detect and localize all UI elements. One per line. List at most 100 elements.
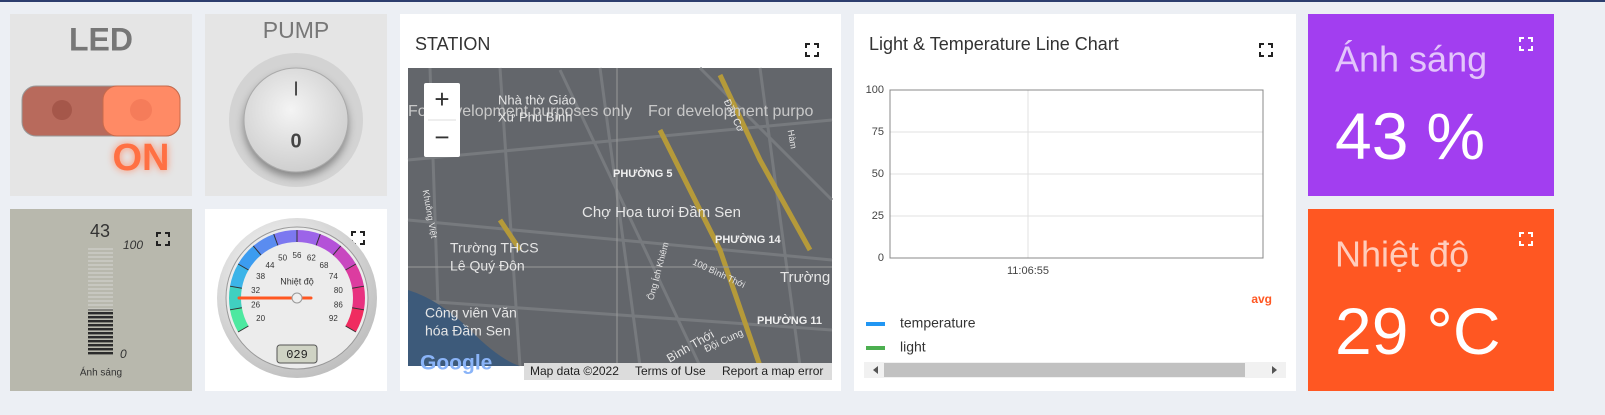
gauge-tick-label: 86 xyxy=(334,300,343,309)
gauge-tick xyxy=(345,325,357,333)
gauge-lcd-value: 029 xyxy=(286,348,308,362)
aggregation-label: avg xyxy=(1251,292,1272,306)
map-title: STATION xyxy=(415,34,490,54)
led-title: LED xyxy=(69,21,133,57)
gauge-tick-label: 80 xyxy=(334,286,343,295)
gauge-band xyxy=(345,307,364,332)
top-bar xyxy=(0,0,1605,2)
map-roads xyxy=(407,66,834,367)
map-footer xyxy=(524,363,832,380)
gauge-tick-label: 56 xyxy=(293,251,302,260)
gauge-band xyxy=(296,230,321,246)
y-tick-label: 25 xyxy=(872,210,884,222)
toggle-dot xyxy=(52,100,72,120)
gauge-tick-label: 68 xyxy=(320,261,329,270)
gauge-band xyxy=(273,230,298,246)
light-max: 100 xyxy=(123,238,143,252)
map-logo: Google xyxy=(420,352,492,375)
map-place: PHƯỜNG 11 xyxy=(757,314,822,327)
map-place: PHƯỜNG 5 xyxy=(613,167,672,180)
gauge-band xyxy=(345,264,364,289)
gauge-band xyxy=(229,286,242,310)
knob-off-label: 0 xyxy=(290,130,301,152)
legend-label[interactable]: light xyxy=(900,339,926,355)
map-lake xyxy=(408,290,520,366)
card-number: 29 xyxy=(1335,294,1408,368)
map-place: Hàm xyxy=(786,129,799,149)
gauge-tick xyxy=(315,233,321,246)
light-label: Ánh sáng xyxy=(80,366,122,379)
gauge-tick-label: 74 xyxy=(329,272,338,281)
map-place: Trường THCS xyxy=(450,240,539,256)
zoom-in[interactable]: + xyxy=(434,84,449,114)
gauge-tick-label: 50 xyxy=(278,254,287,263)
gauge-tick xyxy=(252,245,262,256)
scroll-thumb[interactable] xyxy=(884,363,1245,377)
card-title: Ánh sáng xyxy=(1335,39,1487,80)
gauge-tick xyxy=(229,307,242,311)
light-min: 0 xyxy=(120,347,127,361)
gauge-tick-label: 44 xyxy=(266,261,275,270)
value-card xyxy=(1308,209,1554,391)
card-unit: °C xyxy=(1426,294,1500,368)
x-tick-label: 11:06:55 xyxy=(1007,265,1049,277)
map-place: Lê Quý Đôn xyxy=(450,258,525,274)
map-place: Trường xyxy=(780,269,830,286)
gauge-tick xyxy=(273,233,279,246)
card-number: 43 xyxy=(1335,99,1408,173)
gauge-band xyxy=(230,307,249,332)
gauge-tick-label: 26 xyxy=(251,300,260,309)
y-tick-label: 50 xyxy=(872,168,884,180)
light-value: 43 xyxy=(90,221,110,241)
pump-title: PUMP xyxy=(263,17,329,43)
map-place: hóa Đầm Sen xyxy=(425,323,511,339)
map-place: Nhà thờ Giáo xyxy=(498,92,576,107)
card-value: 43% xyxy=(1335,99,1485,173)
card-title: Nhiệt độ xyxy=(1335,234,1469,275)
card-unit: % xyxy=(1426,99,1485,173)
needle-hub xyxy=(291,292,303,304)
gauge-tick-label: 38 xyxy=(256,272,265,281)
map-footer-link: Map data ©2022 xyxy=(530,364,619,378)
card-value: 29 °C xyxy=(1335,294,1500,368)
map-place: Xứ Phú Bình xyxy=(498,109,572,124)
knob[interactable] xyxy=(243,67,349,173)
gauge-tick xyxy=(237,325,249,333)
y-tick-label: 0 xyxy=(878,252,884,264)
gauge-tick-label: 92 xyxy=(329,314,338,323)
gauge-label: Nhiệt độ xyxy=(280,276,314,286)
gauge-tick-label: 20 xyxy=(256,314,265,323)
map-place: Chợ Hoa tươi Đầm Sen xyxy=(582,204,741,221)
gauge-tick xyxy=(352,285,365,289)
map-place: PHƯỜNG 14 xyxy=(715,233,781,246)
value-card xyxy=(1308,14,1554,196)
gauge-tick xyxy=(332,245,342,256)
map-main-roads xyxy=(497,73,813,367)
led-state: ON xyxy=(113,137,170,179)
map-footer-link[interactable]: Terms of Use xyxy=(635,364,706,378)
gauge-tick-label: 32 xyxy=(251,286,260,295)
map-place: Công viên Văn xyxy=(425,305,517,321)
y-tick-label: 100 xyxy=(866,84,884,96)
chart-title: Light & Temperature Line Chart xyxy=(869,34,1119,54)
gauge-tick-label: 62 xyxy=(307,254,316,263)
legend-label[interactable]: temperature xyxy=(900,315,976,331)
chart-widget xyxy=(854,14,1296,391)
y-tick-label: 75 xyxy=(872,126,884,138)
map-footer-link[interactable]: Report a map error xyxy=(722,364,823,378)
gauge-tick xyxy=(237,263,249,271)
gauge-tick xyxy=(352,307,365,311)
gauge-tick xyxy=(229,285,242,289)
gauge-band xyxy=(352,286,365,310)
toggle-dot xyxy=(130,99,152,121)
knob-on-label: I xyxy=(293,78,299,100)
map-watermark: For development purposes only xyxy=(408,103,632,120)
gauge-tick xyxy=(345,263,357,271)
zoom-out[interactable]: − xyxy=(434,122,449,152)
gauge-band xyxy=(230,264,249,289)
map-watermark: For development purpo xyxy=(648,103,814,120)
gauge-lcd xyxy=(276,344,318,364)
bar-fill xyxy=(88,309,113,356)
